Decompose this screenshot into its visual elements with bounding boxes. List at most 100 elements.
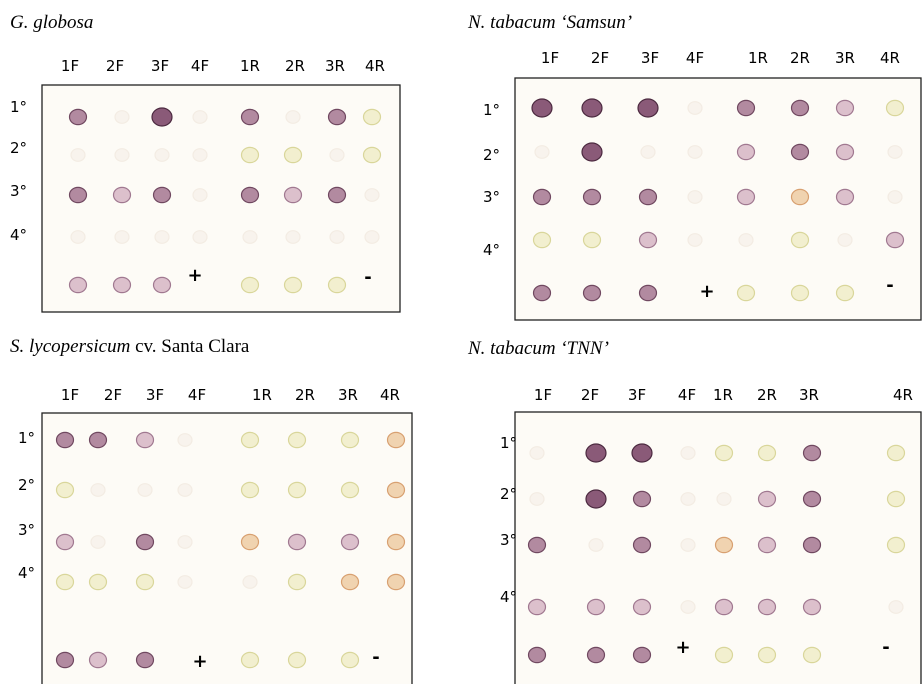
blot-dot [681,539,695,552]
blot-dot [529,647,546,662]
blot-dot [716,537,733,552]
blot-dot [90,574,107,589]
blot-dot [57,652,74,667]
blot-dot [193,149,207,162]
blot-dot [193,231,207,244]
blot-dot [640,285,657,300]
blot-dot [638,99,658,117]
blot-dot [242,187,259,202]
blot-dot [586,490,606,508]
blot-dot [534,285,551,300]
blot-dot [688,191,702,204]
blot-dot [804,537,821,552]
blot-dot [837,189,854,204]
blot-dot [193,111,207,124]
blot-dot [388,574,405,589]
column-label: 1R [713,386,733,404]
blot-dot [804,647,821,662]
blot-dot [342,432,359,447]
blot-dot [193,189,207,202]
row-label: 3° [483,188,500,206]
row-label: 3° [500,531,517,549]
blot-dot [243,231,257,244]
blot-dot [716,599,733,614]
blot-dot [681,447,695,460]
panel-title: N. tabacum ‘TNN’ [467,338,609,359]
blot-dot [137,534,154,549]
blot-dot [178,536,192,549]
blot-dot [688,102,702,115]
blot-dot [342,652,359,667]
blot-dot [329,187,346,202]
negative-control: - [372,647,379,668]
column-label: 2F [106,57,124,75]
blot-dot [289,432,306,447]
title-part: cv. Santa Clara [130,336,250,357]
column-label: 3F [628,386,646,404]
blot-dot [90,432,107,447]
blot-dot [792,100,809,115]
blot-dot [388,482,405,497]
blot-dot [641,146,655,159]
column-label: 4F [188,386,206,404]
blot-dot [588,647,605,662]
blot-dot [688,146,702,159]
column-label: 4R [893,386,913,404]
blot-dot [529,599,546,614]
blot-dot [634,537,651,552]
blot-dot [888,191,902,204]
blot-dot [114,277,131,292]
blot-dot [792,144,809,159]
blot-dot [582,143,602,161]
column-label: 3R [325,57,345,75]
blot-dot [154,187,171,202]
blot-dot [70,277,87,292]
positive-control: + [675,637,690,658]
blot-dot [91,484,105,497]
blot-dot [529,537,546,552]
figure: G. globosa1F2F3F4F1R2R3R4R1°2°3°4°+-N. t… [0,0,922,684]
blot-dot [178,576,192,589]
blot-dot [242,277,259,292]
blot-dot [242,109,259,124]
blot-dot [242,147,259,162]
blot-dot [759,599,776,614]
blot-dot [716,445,733,460]
row-label: 2° [10,139,27,157]
blot-dot [738,285,755,300]
blot-dot [329,277,346,292]
blot-dot [837,285,854,300]
blot-dot [889,601,903,614]
row-label: 1° [18,429,35,447]
blot-dot [804,491,821,506]
blot-dot [138,484,152,497]
positive-control: + [699,281,714,302]
blot-dot [792,189,809,204]
blot-dot [364,109,381,124]
column-label: 3R [338,386,358,404]
title-part: S. lycopersicum [10,336,130,357]
blot-dot [289,482,306,497]
blot-dot [57,432,74,447]
blot-dot [152,108,172,126]
blot-dot [155,231,169,244]
blot-dot [178,484,192,497]
negative-control: - [886,275,893,296]
column-label: 2F [104,386,122,404]
blot-dot [888,146,902,159]
blot-dot [91,536,105,549]
blot-dot [388,534,405,549]
panel-title: N. tabacum ‘Samsun’ [467,12,632,33]
blot-dot [640,189,657,204]
column-label: 1R [240,57,260,75]
column-label: 3F [146,386,164,404]
blot-dot [342,534,359,549]
blot-dot [688,234,702,247]
column-label: 2F [581,386,599,404]
blot-dot [535,146,549,159]
blot-dot [289,534,306,549]
blot-dot [804,599,821,614]
